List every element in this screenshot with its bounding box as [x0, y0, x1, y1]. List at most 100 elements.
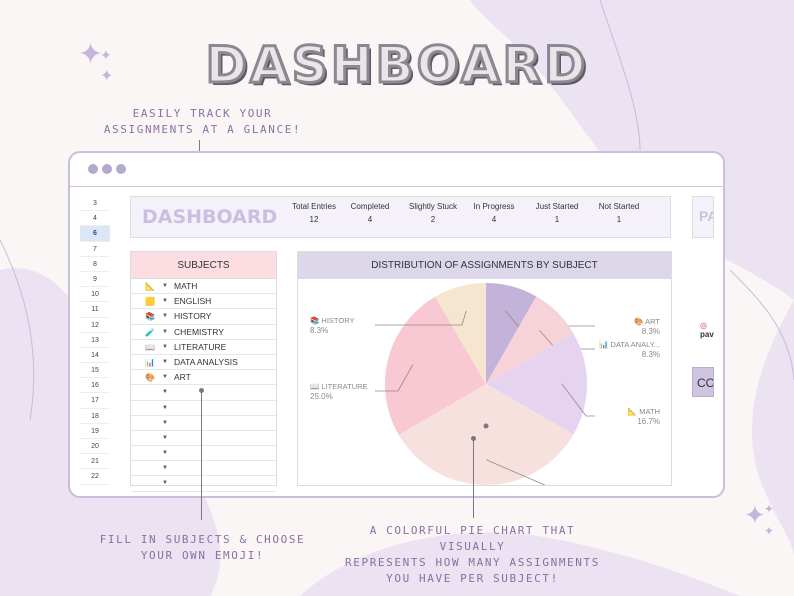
- stat-in-progress: In Progress 4: [473, 202, 515, 224]
- window-dot[interactable]: [102, 164, 112, 174]
- dropdown-arrow-icon[interactable]: ▼: [162, 389, 168, 396]
- row-number[interactable]: 10: [80, 287, 110, 303]
- row-number[interactable]: 4: [80, 211, 110, 227]
- pie-slice[interactable]: [486, 296, 574, 384]
- row-number[interactable]: 20: [80, 439, 110, 455]
- pie-slice[interactable]: [486, 333, 587, 435]
- subject-emoji-icon: 🎨: [145, 373, 155, 383]
- row-number[interactable]: 7: [80, 242, 110, 257]
- subject-row[interactable]: ▼: [131, 461, 276, 477]
- subject-emoji-icon: 📐: [145, 282, 155, 291]
- pie-leader-line: [486, 459, 546, 485]
- subject-row[interactable]: 📐 ▼ MATH: [131, 279, 276, 295]
- stat-slightly-stuck: Slightly Stuck 2: [408, 202, 458, 224]
- connector-dot: [199, 388, 204, 393]
- row-number[interactable]: 12: [80, 318, 110, 333]
- row-number[interactable]: 17: [80, 393, 110, 409]
- pie-leader-line: [375, 310, 467, 326]
- row-number[interactable]: 8: [80, 257, 110, 272]
- subject-row[interactable]: 🎨 ▼ ART: [131, 370, 276, 386]
- subject-row[interactable]: 📚 ▼ HISTORY: [131, 309, 276, 325]
- pie-slice-label: 🎨 ART: [634, 316, 660, 326]
- sparkle-icon: ✦: [100, 47, 112, 63]
- subject-name[interactable]: HISTORY: [174, 311, 212, 322]
- pie-slice[interactable]: [398, 384, 574, 485]
- connector-dot: [471, 436, 476, 441]
- row-number[interactable]: 13: [80, 333, 110, 348]
- row-numbers: 3 4 6 7 8 9 10 11 12 13 14 15 16 17 18 19 20 21 22: [80, 196, 110, 485]
- subject-name[interactable]: MATH: [174, 281, 198, 291]
- row-number[interactable]: 11: [80, 302, 110, 318]
- row-number[interactable]: 19: [80, 424, 110, 439]
- row-number[interactable]: 6: [80, 226, 110, 242]
- page-title: DASHBOARD: [204, 35, 589, 96]
- pie-slice[interactable]: [385, 296, 486, 435]
- subject-name[interactable]: ART: [174, 372, 191, 383]
- subject-emoji-icon: 🧪: [145, 327, 155, 337]
- subject-row[interactable]: ▼: [131, 476, 276, 492]
- dropdown-arrow-icon[interactable]: ▼: [162, 374, 168, 381]
- subject-emoji-icon: 📊: [145, 357, 155, 367]
- pie-slice-label: 📚 HISTORY: [310, 316, 355, 325]
- subjects-header: SUBJECTS: [131, 252, 276, 279]
- pie-slice[interactable]: [486, 283, 537, 384]
- sparkle-icon: ✦: [78, 38, 104, 71]
- row-number[interactable]: 16: [80, 378, 110, 394]
- pie-pointer-dot: [483, 423, 489, 429]
- subject-row[interactable]: 📖 ▼ LITERATURE: [131, 340, 276, 355]
- row-number[interactable]: 3: [80, 196, 110, 212]
- subject-row[interactable]: ▼: [131, 401, 276, 416]
- dropdown-arrow-icon[interactable]: ▼: [162, 313, 168, 320]
- dropdown-arrow-icon[interactable]: ▼: [162, 328, 168, 335]
- subject-name[interactable]: DATA ANALYSIS: [174, 356, 238, 367]
- subject-name[interactable]: CHEMISTRY: [174, 326, 224, 337]
- dropdown-arrow-icon[interactable]: ▼: [162, 343, 168, 350]
- pie-slice-label: 📖 LITERATURE: [310, 382, 368, 391]
- dropdown-arrow-icon[interactable]: ▼: [162, 283, 168, 289]
- sparkle-icon: ✦: [764, 524, 775, 538]
- row-number[interactable]: 21: [80, 454, 110, 470]
- dropdown-arrow-icon[interactable]: ▼: [162, 404, 168, 411]
- subject-row[interactable]: ▼: [131, 385, 276, 401]
- pie-slice[interactable]: [435, 283, 486, 384]
- pie-slice-label: 📊 DATA ANALY...: [599, 340, 660, 349]
- subject-emoji-icon: 📖: [145, 342, 155, 352]
- window-dot[interactable]: [116, 164, 126, 174]
- row-number[interactable]: 18: [80, 409, 110, 424]
- dropdown-arrow-icon[interactable]: ▼: [162, 465, 168, 472]
- pie-leader-line: [375, 364, 414, 392]
- dropdown-arrow-icon[interactable]: ▼: [162, 434, 168, 441]
- subject-name[interactable]: ENGLISH: [174, 296, 212, 307]
- pie-slice-percent: 25.0%: [310, 392, 333, 401]
- dropdown-arrow-icon[interactable]: ▼: [162, 480, 168, 487]
- sparkle-icon: ✦: [744, 500, 766, 530]
- dropdown-arrow-icon[interactable]: ▼: [162, 419, 168, 426]
- caption-bottom-left: FILL IN SUBJECTS & CHOOSE YOUR OWN EMOJI…: [99, 533, 306, 562]
- subject-emoji-icon: 🟨: [145, 297, 155, 307]
- window-dot[interactable]: [88, 164, 98, 174]
- dropdown-arrow-icon[interactable]: ▼: [162, 298, 168, 305]
- side-button[interactable]: CO: [692, 367, 714, 397]
- caption-bottom-center: A COLORFUL PIE CHART THAT VISUALLY REPRE…: [345, 524, 600, 585]
- window-titlebar: [70, 153, 723, 187]
- subject-row[interactable]: ▼: [131, 416, 276, 431]
- dropdown-arrow-icon[interactable]: ▼: [162, 450, 168, 457]
- subject-row[interactable]: 🟨 ▼ ENGLISH: [131, 294, 276, 310]
- chart-title: DISTRIBUTION OF ASSIGNMENTS BY SUBJECT: [298, 252, 671, 279]
- row-number[interactable]: 9: [80, 272, 110, 288]
- pie-slice-percent: 16.7%: [637, 417, 660, 426]
- pie-leader-line: [561, 383, 595, 417]
- row-number[interactable]: 22: [80, 469, 110, 485]
- subject-row[interactable]: ▼: [131, 446, 276, 462]
- subject-row[interactable]: ▼: [131, 431, 276, 447]
- dropdown-arrow-icon[interactable]: ▼: [162, 358, 168, 365]
- stat-just-started: Just Started 1: [535, 202, 579, 224]
- pie-leader-line: [505, 310, 595, 327]
- row-number[interactable]: 15: [80, 363, 110, 379]
- subject-row[interactable]: 🧪 ▼ CHEMISTRY: [131, 325, 276, 340]
- pie-slice-percent: 8.3%: [642, 350, 660, 359]
- subject-name[interactable]: LITERATURE: [174, 341, 227, 352]
- row-number[interactable]: 14: [80, 348, 110, 364]
- pie-slice-label: 📐 MATH: [628, 407, 660, 416]
- subject-row[interactable]: 📊 ▼ DATA ANALYSIS: [131, 355, 276, 371]
